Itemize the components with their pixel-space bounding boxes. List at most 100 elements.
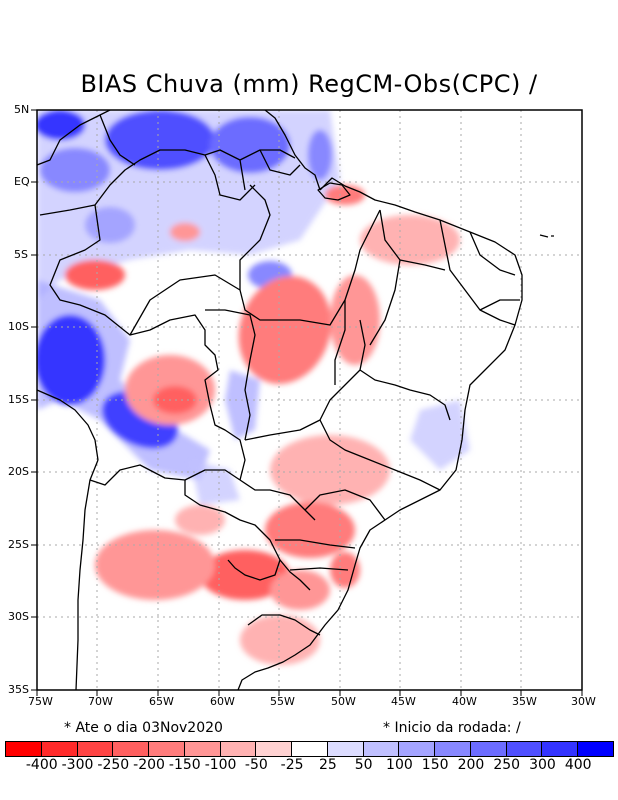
colorbar-swatch bbox=[326, 741, 364, 757]
border-paraguay bbox=[184, 480, 281, 581]
border-brazil-north bbox=[39, 149, 296, 216]
colorbar-swatch bbox=[148, 741, 185, 757]
colorbar-label: 50 bbox=[354, 757, 373, 773]
bias-area-blue-peru-bolivia bbox=[37, 315, 105, 405]
lon-label: 45W bbox=[391, 695, 416, 708]
lon-label: 30W bbox=[571, 695, 596, 708]
lat-label: 5S bbox=[14, 248, 28, 261]
colorbar-label: 200 bbox=[457, 757, 485, 773]
note-run-start: * Inicio da rodada: / bbox=[383, 720, 521, 736]
border-state-para bbox=[239, 209, 381, 326]
border-chile-argentina bbox=[75, 459, 99, 690]
colorbar-swatch bbox=[577, 741, 615, 757]
border-state-parana bbox=[275, 539, 356, 549]
colorbar-swatch bbox=[291, 741, 328, 757]
grid-lines bbox=[37, 110, 582, 690]
map-title: BIAS Chuva (mm) RegCM-Obs(CPC) / bbox=[80, 70, 538, 98]
colorbar-swatch bbox=[434, 741, 471, 757]
colorbar bbox=[5, 741, 615, 757]
coastline-north bbox=[37, 110, 321, 191]
border-state-goias bbox=[244, 319, 366, 441]
colorbar-swatch bbox=[112, 741, 150, 757]
bias-area-blue-amapa bbox=[308, 130, 332, 180]
lon-label: 40W bbox=[452, 695, 477, 708]
border-state-ne-1 bbox=[369, 209, 401, 346]
border-brazil-west bbox=[49, 204, 246, 481]
colorbar-label: 150 bbox=[421, 757, 449, 773]
colorbar-label: 100 bbox=[386, 757, 413, 773]
lat-label: EQ bbox=[14, 175, 30, 188]
colorbar-label: -300 bbox=[61, 757, 94, 773]
border-state-ms bbox=[239, 479, 316, 521]
border-peru-chile bbox=[37, 389, 99, 461]
colorbar-label: -400 bbox=[25, 757, 58, 773]
bias-area-red-amazon-center bbox=[170, 223, 200, 241]
colorbar-label: -50 bbox=[244, 757, 268, 773]
border-bolivia-south bbox=[89, 464, 241, 486]
colorbar-swatch bbox=[362, 741, 400, 757]
border-state-ne-2 bbox=[439, 219, 516, 326]
bias-area-red-uruguay bbox=[240, 615, 320, 665]
border-state-bahia bbox=[359, 369, 451, 421]
border-argentina-brazil bbox=[279, 559, 311, 591]
bias-area-red-chaco bbox=[175, 505, 225, 535]
lon-label: 70W bbox=[88, 695, 113, 708]
lat-label: 20S bbox=[8, 465, 29, 478]
lat-label: 10S bbox=[8, 320, 29, 333]
bias-area-blue-guiana-shield bbox=[210, 117, 290, 173]
colorbar-swatch bbox=[505, 741, 543, 757]
lon-label: 50W bbox=[331, 695, 356, 708]
colorbar-swatch bbox=[255, 741, 293, 757]
lon-label: 75W bbox=[28, 695, 53, 708]
colorbar-label: 250 bbox=[493, 757, 521, 773]
lon-label: 65W bbox=[149, 695, 174, 708]
colorbar-swatch bbox=[219, 741, 257, 757]
border-guianas bbox=[204, 149, 301, 201]
lat-label: 15S bbox=[8, 393, 29, 406]
bias-area-blue-western-amazon bbox=[40, 148, 110, 192]
colorbar-label: -25 bbox=[280, 757, 304, 773]
colorbar-swatch bbox=[183, 741, 221, 757]
colorbar-label: 400 bbox=[564, 757, 592, 773]
border-state-ne-5 bbox=[479, 299, 520, 311]
lon-label: 35W bbox=[512, 695, 537, 708]
bias-field bbox=[37, 110, 470, 665]
lon-label: 60W bbox=[210, 695, 235, 708]
lat-label: 5N bbox=[14, 103, 30, 116]
lat-label: 25S bbox=[8, 538, 29, 551]
border-state-sp bbox=[304, 489, 386, 521]
colorbar-swatch bbox=[40, 741, 78, 757]
bias-area-red-rs bbox=[270, 570, 330, 610]
lat-label: 35S bbox=[8, 683, 29, 696]
border-state-ne-3 bbox=[469, 231, 516, 276]
colorbar-label: -150 bbox=[168, 757, 201, 773]
border-uruguay bbox=[247, 614, 321, 636]
colorbar-label: 300 bbox=[529, 757, 556, 773]
bias-area-red-amazon-west bbox=[65, 260, 125, 290]
bias-area-red-northeast-north bbox=[360, 215, 460, 265]
bias-area-blue-roraima bbox=[85, 207, 135, 243]
bias-area-blue-north-amazon bbox=[105, 110, 215, 170]
border-state-tocantins bbox=[334, 300, 346, 385]
colorbar-swatch bbox=[541, 741, 579, 757]
island-marajo bbox=[317, 182, 351, 201]
border-colombia-venezuela bbox=[99, 114, 136, 166]
bias-area-red-tocantins bbox=[330, 275, 380, 365]
colorbar-label: 25 bbox=[318, 757, 337, 773]
bias-area-blue-far-northwest bbox=[37, 110, 85, 140]
border-state-sc bbox=[289, 567, 349, 571]
colorbar-label: -200 bbox=[133, 757, 165, 773]
island-small bbox=[539, 234, 554, 238]
border-state-mato-grosso bbox=[205, 309, 256, 441]
colorbar-swatch bbox=[469, 741, 507, 757]
bias-area-red-south-brazil bbox=[265, 502, 355, 558]
bias-area-red-southeast bbox=[270, 435, 390, 505]
border-state-ne-4 bbox=[399, 259, 446, 271]
colorbar-labels: -400 -300 -250 -200 -150 -100 -50 -25 25 50 100 150… bbox=[0, 757, 618, 777]
border-state-amazonas bbox=[129, 184, 271, 336]
colorbar-label: -250 bbox=[97, 757, 130, 773]
bias-area-red-para-south bbox=[238, 276, 332, 384]
border-state-mg bbox=[319, 419, 441, 491]
bias-area-blue-east bbox=[410, 400, 470, 470]
bias-area-red-paraguay-argentina bbox=[95, 530, 215, 600]
